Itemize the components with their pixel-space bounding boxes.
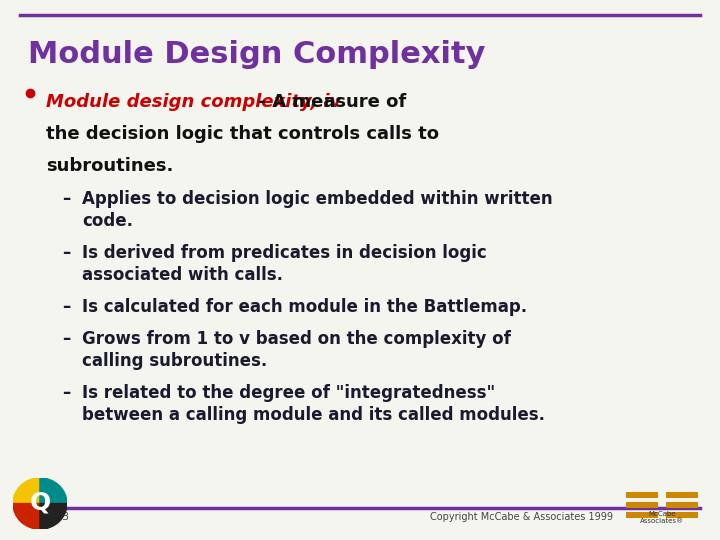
Text: Copyright McCabe & Associates 1999: Copyright McCabe & Associates 1999 <box>430 512 613 522</box>
Wedge shape <box>13 478 40 503</box>
Text: –: – <box>62 330 71 348</box>
Text: Is related to the degree of "integratedness": Is related to the degree of "integratedn… <box>82 384 495 402</box>
Text: calling subroutines.: calling subroutines. <box>82 352 267 370</box>
Text: –: – <box>62 190 71 208</box>
Text: Is calculated for each module in the Battlemap.: Is calculated for each module in the Bat… <box>82 298 527 316</box>
Bar <box>666 492 698 498</box>
Wedge shape <box>13 503 40 529</box>
Bar <box>626 492 658 498</box>
Text: Is derived from predicates in decision logic: Is derived from predicates in decision l… <box>82 244 487 262</box>
Text: subroutines.: subroutines. <box>46 157 174 175</box>
Text: Applies to decision logic embedded within written: Applies to decision logic embedded withi… <box>82 190 553 208</box>
Text: code.: code. <box>82 212 133 230</box>
Text: McCabe
Associates®: McCabe Associates® <box>640 511 684 524</box>
Bar <box>666 502 698 508</box>
Wedge shape <box>40 478 67 503</box>
Text: Grows from 1 to v based on the complexity of: Grows from 1 to v based on the complexit… <box>82 330 511 348</box>
Text: Module design complexity, iv: Module design complexity, iv <box>46 93 341 111</box>
Text: associated with calls.: associated with calls. <box>82 266 283 284</box>
Wedge shape <box>40 503 67 529</box>
Bar <box>626 512 658 517</box>
Text: the decision logic that controls calls to: the decision logic that controls calls t… <box>46 125 439 143</box>
Text: 43: 43 <box>55 512 69 522</box>
Text: - A measure of: - A measure of <box>46 93 406 111</box>
Text: –: – <box>62 384 71 402</box>
Text: Q: Q <box>30 490 50 514</box>
Text: –: – <box>62 298 71 316</box>
Bar <box>666 512 698 517</box>
Text: between a calling module and its called modules.: between a calling module and its called … <box>82 406 545 424</box>
Text: Module Design Complexity: Module Design Complexity <box>28 40 485 69</box>
Text: –: – <box>62 244 71 262</box>
Bar <box>626 502 658 508</box>
